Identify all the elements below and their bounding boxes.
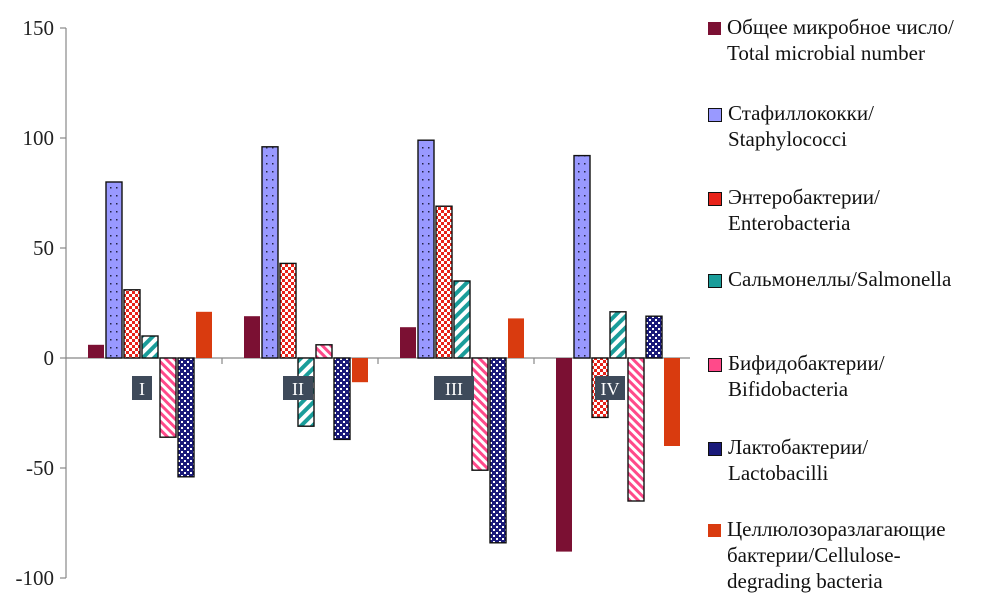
y-tick-label: 150 <box>23 16 55 40</box>
legend-label: Бифидобактерии/Bifidobacteria <box>728 350 885 402</box>
legend-label-line: Стафиллококки/ <box>728 101 874 125</box>
legend-label-line: Staphylococci <box>728 127 847 151</box>
y-tick-label: 100 <box>23 126 55 150</box>
bars <box>88 139 680 552</box>
bar <box>664 358 680 446</box>
legend-item: Стафиллококки/Staphylococci <box>708 100 874 152</box>
bar <box>508 318 524 358</box>
y-tick-label: 0 <box>44 346 55 370</box>
category-label-bg <box>595 376 625 400</box>
bar <box>261 146 279 359</box>
legend-label-line: Лактобактерии/ <box>728 435 869 459</box>
category-label-bg <box>283 376 313 400</box>
legend-label: Общее микробное число/Total microbial nu… <box>727 14 954 66</box>
bar <box>609 311 627 359</box>
category-label: IV <box>601 379 620 399</box>
bar <box>556 358 572 552</box>
bar <box>471 357 489 471</box>
category-label: III <box>445 379 463 399</box>
legend-label-line: Enterobacteria <box>728 211 851 235</box>
legend-swatch <box>708 358 722 372</box>
bar <box>573 154 591 359</box>
legend-label-line: Total microbial number <box>727 41 925 65</box>
bar <box>400 327 416 358</box>
bar <box>141 335 159 359</box>
legend-swatch <box>708 22 721 35</box>
legend-label-line: Целлюлозоразлагающие <box>727 517 946 541</box>
legend-label-line: degrading bacteria <box>727 569 883 593</box>
bar <box>159 357 177 438</box>
category-labels: I II III IV <box>132 376 625 400</box>
legend-label: Целлюлозоразлагающие бактерии/Cellulose-d… <box>727 516 946 594</box>
legend-item: Общее микробное число/Total microbial nu… <box>708 14 954 66</box>
bar <box>435 205 453 359</box>
legend-swatch <box>708 274 722 288</box>
legend-swatch <box>708 524 721 537</box>
bar <box>315 344 333 359</box>
y-tick-label: -100 <box>16 566 55 590</box>
legend-label: Сальмонеллы/Salmonella <box>728 266 951 292</box>
bar <box>244 316 260 358</box>
category-label-bg <box>132 376 152 400</box>
legend-label-line: Сальмонеллы/Salmonella <box>728 267 952 291</box>
legend-label: Лактобактерии/Lactobacilli <box>728 434 868 486</box>
legend-item: Энтеробактерии/Enterobacteria <box>708 184 880 236</box>
bar <box>196 311 212 358</box>
bar <box>88 344 104 358</box>
legend-label: Стафиллококки/Staphylococci <box>728 100 874 152</box>
legend-label: Энтеробактерии/Enterobacteria <box>728 184 880 236</box>
bar <box>489 357 507 544</box>
y-tick-label: 50 <box>33 236 54 260</box>
bar <box>177 357 195 478</box>
legend-swatch <box>708 108 722 122</box>
legend-label-line: Общее микробное число/ <box>727 15 954 39</box>
bar <box>453 280 471 359</box>
y-tick-label: -50 <box>26 456 54 480</box>
bar <box>352 358 368 383</box>
legend-label-line: Bifidobacteria <box>728 377 849 401</box>
bar <box>279 262 297 359</box>
bar <box>417 139 435 359</box>
legend-label-line: Энтеробактерии/ <box>728 185 880 209</box>
bar <box>105 181 123 359</box>
legend-item: Бифидобактерии/Bifidobacteria <box>708 350 885 402</box>
bar <box>627 357 645 502</box>
category-label: II <box>292 379 304 399</box>
legend-label-line: Бифидобактерии/ <box>728 351 885 375</box>
bar <box>123 289 141 359</box>
bar <box>333 357 351 441</box>
category-label: I <box>139 379 145 399</box>
category-label-bg <box>434 376 474 400</box>
legend-item: Сальмонеллы/Salmonella <box>708 266 951 292</box>
legend-label-line: Lactobacilli <box>728 461 829 485</box>
legend-item: Целлюлозоразлагающие бактерии/Cellulose-d… <box>708 516 946 594</box>
bar <box>645 315 663 359</box>
legend-swatch <box>708 192 722 206</box>
legend-swatch <box>708 442 722 456</box>
legend-label-line: бактерии/Cellulose- <box>727 543 901 567</box>
legend-item: Лактобактерии/Lactobacilli <box>708 434 868 486</box>
